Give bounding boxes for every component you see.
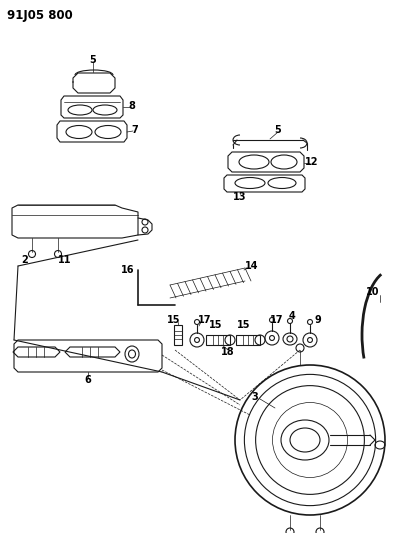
Text: 10: 10: [366, 287, 380, 297]
Text: 17: 17: [198, 315, 212, 325]
Text: 91J05 800: 91J05 800: [7, 9, 73, 21]
Text: 2: 2: [22, 255, 28, 265]
Text: 18: 18: [221, 347, 235, 357]
Text: 13: 13: [233, 192, 247, 202]
Text: 8: 8: [128, 101, 136, 111]
Text: 15: 15: [237, 320, 251, 330]
Text: 12: 12: [305, 157, 319, 167]
Bar: [206, 335, 230, 345]
Text: 4: 4: [289, 311, 296, 321]
Text: 5: 5: [89, 55, 97, 65]
Bar: [236, 335, 260, 345]
Text: 6: 6: [85, 375, 91, 385]
Text: 15: 15: [167, 315, 181, 325]
Text: 15: 15: [209, 320, 223, 330]
Text: 14: 14: [245, 261, 259, 271]
Text: 17: 17: [270, 315, 284, 325]
Bar: [174, 325, 182, 345]
Text: 9: 9: [315, 315, 322, 325]
Text: 3: 3: [252, 392, 258, 402]
Text: 11: 11: [58, 255, 72, 265]
Text: 16: 16: [121, 265, 135, 275]
Text: 7: 7: [132, 125, 138, 135]
Text: 5: 5: [275, 125, 281, 135]
